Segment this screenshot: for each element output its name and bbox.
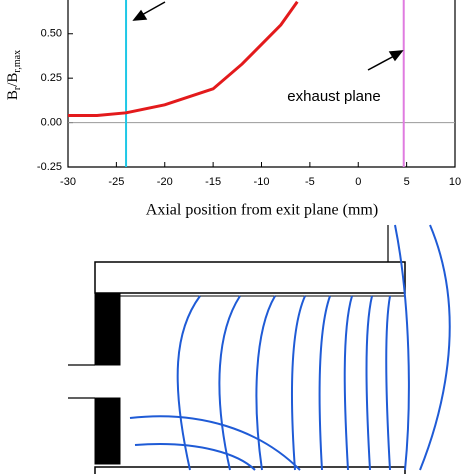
x-tick-label: -25 xyxy=(108,176,124,188)
x-tick-label: -15 xyxy=(205,176,221,188)
field-line xyxy=(176,295,201,471)
y-label-sub: r,max xyxy=(12,50,23,73)
field-line xyxy=(129,415,301,471)
field-line xyxy=(218,295,241,471)
y-tick-label: 0.50 xyxy=(41,28,62,40)
field-line xyxy=(343,295,353,471)
field-line xyxy=(134,443,256,471)
y-tick-label: 0.00 xyxy=(41,116,62,128)
field-lines xyxy=(129,224,451,471)
y-tick-label: 0.25 xyxy=(41,72,62,84)
x-tick-label: 0 xyxy=(355,176,361,188)
field-line xyxy=(318,295,331,471)
arrow-head xyxy=(388,50,404,62)
y-label-part: B xyxy=(5,90,21,100)
x-tick-label: -5 xyxy=(305,176,315,188)
x-tick-label: -10 xyxy=(254,176,270,188)
anode-block xyxy=(94,292,121,366)
field-line xyxy=(419,224,451,471)
chart: -0.25 0.00 0.25 0.50 -30 -25 -20 -15 -10 -5 0 5 10 xyxy=(37,0,461,188)
x-axis-label: Axial position from exit plane (mm) xyxy=(146,202,378,219)
anode-block xyxy=(94,397,121,465)
field-line xyxy=(385,295,391,471)
y-tick-label: -0.25 xyxy=(37,161,62,173)
x-tick-label: 5 xyxy=(404,176,410,188)
x-tick-label: -30 xyxy=(60,176,76,188)
outer-wall xyxy=(94,261,406,294)
x-tick-label: 10 xyxy=(449,176,461,188)
arrow xyxy=(367,54,397,71)
annotation: exhaust plane xyxy=(287,88,380,105)
inner-wall xyxy=(94,466,406,474)
x-tick-label: -20 xyxy=(157,176,173,188)
y-axis-label: Br/Br,max xyxy=(5,50,23,100)
y-label-part: /B xyxy=(5,73,21,87)
field-line xyxy=(291,295,306,471)
thruster-diagram xyxy=(68,225,406,474)
arrow-head xyxy=(132,9,148,21)
data-line xyxy=(68,0,299,117)
y-label-sub: r xyxy=(12,86,23,90)
field-line xyxy=(255,295,276,471)
arrow xyxy=(139,1,166,17)
field-line xyxy=(365,295,373,471)
arrows xyxy=(132,1,404,71)
field-line xyxy=(394,224,410,471)
